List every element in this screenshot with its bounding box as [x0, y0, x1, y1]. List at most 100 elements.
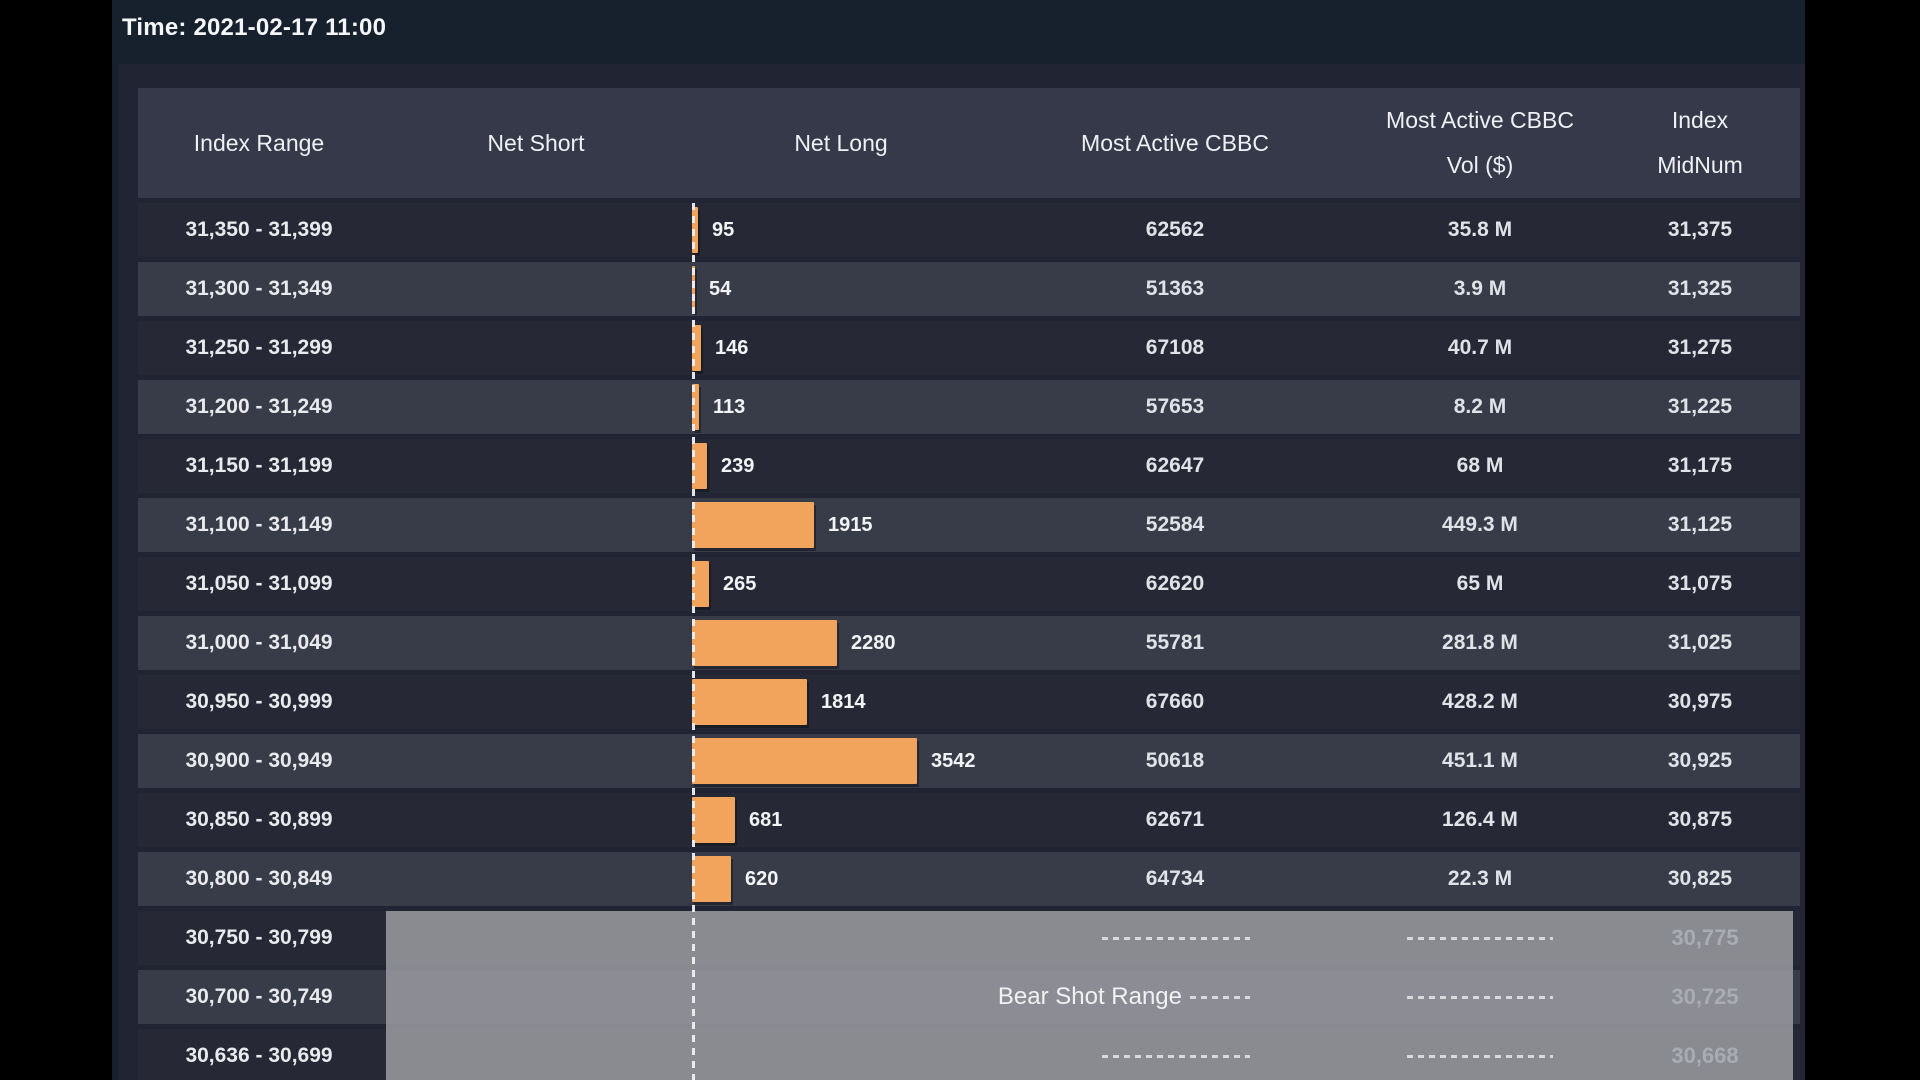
net-long-bar	[692, 384, 699, 430]
net-long-cell: 239	[692, 439, 990, 493]
net-long-value: 1915	[828, 514, 873, 536]
table-row[interactable]: 31,350 - 31,399 95 62562 35.8 M 31,375	[138, 203, 1800, 257]
header-label-line1: Most Active CBBC	[1386, 107, 1574, 133]
most-active-cbbc-cell: 50618	[1145, 749, 1205, 772]
index-range-cell: 30,900 - 30,949	[185, 749, 333, 772]
net-long-bar	[692, 620, 837, 666]
most-active-cbbc-cell: 62562	[1145, 218, 1205, 241]
header-label: Index Range	[193, 129, 325, 156]
index-midnum-cell: 30,975	[1667, 690, 1733, 713]
table-row[interactable]: 30,950 - 30,999 1814 67660 428.2 M 30,97…	[138, 675, 1800, 729]
index-range-cell: 30,950 - 30,999	[185, 690, 333, 713]
zero-axis-dashed-line	[692, 203, 695, 1080]
header-label: Net Long	[794, 129, 888, 156]
masked-vol-placeholder	[1407, 1055, 1553, 1058]
most-active-cbbc-cell: 62647	[1145, 454, 1205, 477]
cbbc-vol-cell: 22.3 M	[1447, 867, 1513, 890]
most-active-cbbc-cell: 67660	[1145, 690, 1205, 713]
net-short-cell	[380, 675, 692, 729]
net-short-cell	[380, 734, 692, 788]
table-row[interactable]: 30,900 - 30,949 3542 50618 451.1 M 30,92…	[138, 734, 1800, 788]
net-short-cell	[380, 616, 692, 670]
net-long-bar	[692, 797, 735, 843]
net-long-value: 54	[709, 278, 732, 300]
index-range-cell: 31,150 - 31,199	[185, 454, 333, 477]
header-label: Most Active CBBC	[1081, 129, 1269, 156]
net-long-cell: 620	[692, 852, 990, 906]
index-range-cell: 30,800 - 30,849	[185, 867, 333, 890]
bear-shot-range-overlay: 30,775 Bear Shot Range 30,725 30,668	[386, 911, 1793, 1080]
index-range-cell: 31,100 - 31,149	[185, 513, 333, 536]
net-long-cell: 265	[692, 557, 990, 611]
table-row[interactable]: 31,200 - 31,249 113 57653 8.2 M 31,225	[138, 380, 1800, 434]
index-midnum-cell: 31,225	[1667, 395, 1733, 418]
time-label: Time: 2021-02-17 11:00	[122, 14, 387, 41]
net-short-cell	[380, 793, 692, 847]
column-header-index-midnum: Index MidNum	[1600, 88, 1800, 198]
index-range-cell: 31,300 - 31,349	[185, 277, 333, 300]
index-range-cell: 31,250 - 31,299	[185, 336, 333, 359]
index-midnum-cell: 30,925	[1667, 749, 1733, 772]
index-range-cell: 30,636 - 30,699	[185, 1044, 333, 1067]
index-midnum-cell: 30,875	[1667, 808, 1733, 831]
cbbc-vol-cell: 8.2 M	[1453, 395, 1507, 418]
most-active-cbbc-cell: 62620	[1145, 572, 1205, 595]
table-row[interactable]: 30,800 - 30,849 620 64734 22.3 M 30,825	[138, 852, 1800, 906]
most-active-cbbc-cell: 62671	[1145, 808, 1205, 831]
index-midnum-cell: 30,825	[1667, 867, 1733, 890]
most-active-cbbc-cell: 64734	[1145, 867, 1205, 890]
cbbc-vol-cell: 3.9 M	[1453, 277, 1507, 300]
masked-vol-placeholder	[1407, 937, 1553, 940]
net-long-value: 265	[723, 573, 757, 595]
net-long-cell: 1915	[692, 498, 990, 552]
net-long-bar	[692, 325, 701, 371]
net-short-cell	[380, 262, 692, 316]
net-long-cell: 2280	[692, 616, 990, 670]
net-short-cell	[380, 557, 692, 611]
index-range-cell: 30,750 - 30,799	[185, 926, 333, 949]
masked-cbbc-placeholder	[1102, 937, 1250, 940]
table-row[interactable]: 30,850 - 30,899 681 62671 126.4 M 30,875	[138, 793, 1800, 847]
table-row[interactable]: 31,100 - 31,149 1915 52584 449.3 M 31,12…	[138, 498, 1800, 552]
net-long-cell: 54	[692, 262, 990, 316]
index-range-cell: 31,350 - 31,399	[185, 218, 333, 241]
table-row[interactable]: 31,000 - 31,049 2280 55781 281.8 M 31,02…	[138, 616, 1800, 670]
index-range-cell: 31,000 - 31,049	[185, 631, 333, 654]
index-range-cell: 30,850 - 30,899	[185, 808, 333, 831]
cbbc-vol-cell: 451.1 M	[1442, 749, 1518, 772]
net-short-cell	[380, 203, 692, 257]
net-long-bar	[692, 502, 814, 548]
header-label-line2: Vol ($)	[1446, 152, 1514, 178]
table-row[interactable]: 31,150 - 31,199 239 62647 68 M 31,175	[138, 439, 1800, 493]
most-active-cbbc-cell: 52584	[1145, 513, 1205, 536]
net-long-bar	[692, 561, 709, 607]
app-window: Time: 2021-02-17 11:00 Index Range Net S…	[112, 0, 1805, 1080]
index-range-cell: 30,700 - 30,749	[185, 985, 333, 1008]
index-midnum-cell: 31,025	[1667, 631, 1733, 654]
net-long-bar	[692, 679, 807, 725]
net-long-value: 620	[745, 868, 779, 890]
table-row[interactable]: 31,300 - 31,349 54 51363 3.9 M 31,325	[138, 262, 1800, 316]
net-short-cell	[380, 852, 692, 906]
cbbc-vol-cell: 35.8 M	[1447, 218, 1513, 241]
net-long-value: 681	[749, 809, 783, 831]
net-short-cell	[380, 321, 692, 375]
net-long-bar	[692, 443, 707, 489]
column-header-index-range: Index Range	[138, 88, 380, 198]
net-long-bar	[692, 856, 731, 902]
net-long-cell: 1814	[692, 675, 990, 729]
index-midnum-cell: 31,275	[1667, 336, 1733, 359]
index-midnum-cell: 31,375	[1667, 218, 1733, 241]
table-row[interactable]: 31,050 - 31,099 265 62620 65 M 31,075	[138, 557, 1800, 611]
net-short-cell	[380, 439, 692, 493]
net-long-value: 1814	[821, 691, 866, 713]
index-midnum-cell: 31,175	[1667, 454, 1733, 477]
table-header: Index Range Net Short Net Long Most Acti…	[138, 88, 1800, 198]
table-row[interactable]: 31,250 - 31,299 146 67108 40.7 M 31,275	[138, 321, 1800, 375]
net-short-cell	[380, 498, 692, 552]
most-active-cbbc-cell: 57653	[1145, 395, 1205, 418]
index-midnum-cell: 31,125	[1667, 513, 1733, 536]
column-header-net-short: Net Short	[380, 88, 692, 198]
cbbc-distribution-table: Index Range Net Short Net Long Most Acti…	[118, 64, 1805, 1080]
net-short-cell	[380, 380, 692, 434]
